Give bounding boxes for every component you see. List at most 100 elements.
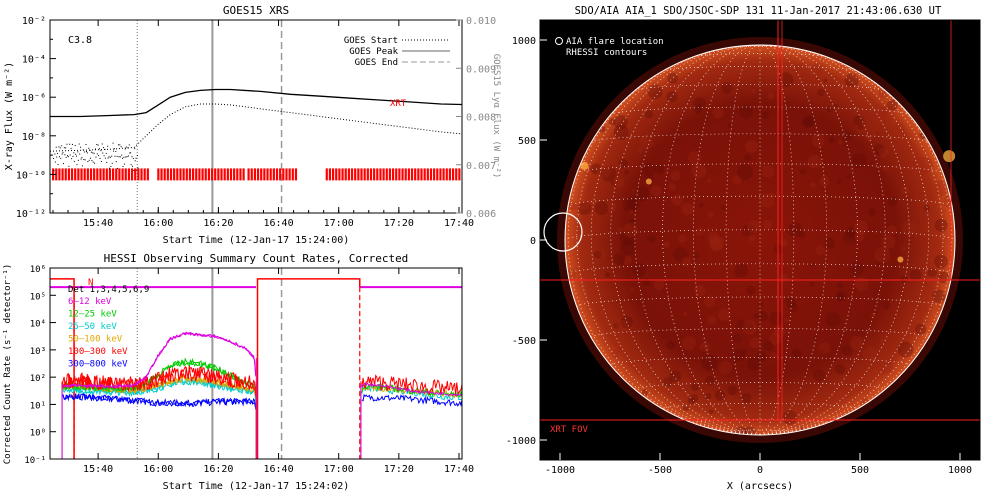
goes-title: GOES15 XRS	[223, 4, 289, 17]
goes-ytick-label-2: 10⁻⁸	[22, 132, 46, 143]
hessi-red-bracket-night	[256, 278, 361, 459]
goes-xrt-label: XRT	[390, 99, 407, 109]
hessi-panel: HESSI Observing Summary Count Rates, Cor…	[3, 252, 474, 492]
hessi-legend-band-1: 12–25 keV	[68, 310, 117, 320]
hessi-ytick-label-4: 10³	[30, 347, 46, 357]
hessi-ytick-label-6: 10⁵	[30, 292, 46, 302]
hessi-n-label: N	[88, 278, 93, 288]
hessi-ytick-label-1: 10⁰	[30, 429, 46, 439]
hessi-axes-frame	[49, 267, 463, 460]
hessi-xtick-label-2: 16:20	[203, 464, 233, 475]
goes-y2tick-label-0: 0.006	[466, 209, 496, 220]
sdo-ytick-label-2: 0	[530, 236, 536, 247]
sdo-panel: SDO/AIA AIA_1 SDO/JSOC-SDP 131 11-Jan-20…	[506, 5, 981, 492]
sdo-xtick-label-3: 500	[851, 465, 869, 476]
goes-legend-peak: GOES Peak	[349, 47, 398, 57]
goes-red-bar-segment-3	[325, 168, 461, 181]
goes-ytick-label-0: 10⁻¹²	[16, 209, 46, 220]
goes-xlabel: Start Time (12-Jan-17 15:24:00)	[163, 235, 350, 246]
sdo-xlabel: X (arcsecs)	[727, 481, 793, 492]
goes-class-label: C3.8	[68, 35, 92, 46]
sun-bright-spot-3	[897, 256, 904, 263]
goes-y2tick-label-1: 0.007	[466, 161, 496, 172]
goes-xtick-label-6: 17:40	[444, 218, 474, 229]
hessi-ytick-label-5: 10⁴	[30, 320, 46, 330]
goes-ylabel: X-ray Flux (W m⁻²)	[4, 62, 15, 170]
goes-y2tick-label-2: 0.008	[466, 113, 496, 124]
hessi-legend-band-0: 6–12 keV	[68, 297, 112, 307]
hessi-series-5-before-night	[61, 393, 257, 409]
sun-heliographic-grid	[565, 45, 955, 435]
hessi-series-4-after-night	[361, 374, 462, 396]
goes-xtick-label-5: 17:20	[384, 218, 414, 229]
goes-ytick-label-3: 10⁻⁶	[22, 93, 46, 104]
hessi-series-4-before-night	[61, 365, 257, 392]
sdo-xtick-label-2: 0	[757, 465, 763, 476]
sdo-title: SDO/AIA AIA_1 SDO/JSOC-SDP 131 11-Jan-20…	[575, 5, 942, 17]
hessi-ytick-label-2: 10¹	[30, 401, 46, 411]
goes-xtick-label-1: 16:00	[143, 218, 173, 229]
flare-location-circle	[543, 212, 583, 252]
goes-legend: GOES Start GOES Peak GOES End	[344, 36, 450, 68]
goes-series-0	[50, 88, 462, 118]
hessi-series-0-before-night	[61, 331, 257, 389]
sdo-xrt-fov-label: XRT FOV	[550, 425, 589, 435]
goes-xtick-label-4: 17:00	[324, 218, 354, 229]
hessi-legend-band-2: 25–50 keV	[68, 322, 117, 332]
hessi-xtick-label-1: 16:00	[143, 464, 173, 475]
sdo-legend-aia: AIA flare location	[566, 37, 664, 47]
hessi-xtick-label-3: 16:40	[264, 464, 294, 475]
goes-red-bar-segment-2	[247, 168, 298, 181]
goes-xtick-label-0: 15:40	[83, 218, 113, 229]
goes-preflare-noise	[53, 142, 139, 172]
hessi-ylabel: Corrected Count Rate (s⁻¹ detector⁻¹)	[3, 264, 13, 464]
sun-disk	[565, 45, 955, 435]
hessi-xtick-label-6: 17:40	[444, 464, 474, 475]
hessi-det-label: Det 1,3,4,5,6,9	[68, 285, 149, 295]
goes-ytick-label-5: 10⁻²	[22, 16, 46, 27]
sdo-ytick-label-0: -1000	[506, 436, 536, 447]
goes-legend-end: GOES End	[355, 58, 398, 68]
sdo-xtick-label-4: 1000	[948, 465, 972, 476]
goes-axes-frame	[49, 19, 463, 214]
hessi-xtick-label-0: 15:40	[83, 464, 113, 475]
goes-y2tick-label-3: 0.009	[466, 64, 496, 75]
sdo-legend: AIA flare location RHESSI contours	[555, 37, 664, 58]
hessi-ytick-label-0: 10⁻¹	[24, 456, 46, 466]
hessi-legend-band-4: 100–300 keV	[68, 347, 128, 357]
goes-y2label: GOES15 Lyα Flux (W m⁻²)	[491, 54, 501, 179]
sdo-ytick-label-3: 500	[518, 136, 536, 147]
sdo-xtick-label-1: -500	[648, 465, 672, 476]
sun-bright-spot-0	[943, 150, 956, 163]
hessi-xtick-label-4: 17:00	[324, 464, 354, 475]
hessi-series-5-after-night	[361, 393, 462, 408]
sun-bright-spot-2	[645, 178, 652, 185]
hessi-legend-band-3: 50–100 keV	[68, 335, 123, 345]
hessi-ytick-label-3: 10²	[30, 374, 46, 384]
hessi-legend-band-5: 300–800 keV	[68, 360, 128, 370]
hessi-xtick-label-5: 17:20	[384, 464, 414, 475]
hessi-legend: 6–12 keV 12–25 keV 25–50 keV 50–100 keV 100–…	[68, 297, 128, 370]
sdo-ytick-label-4: 1000	[512, 36, 536, 47]
sun-limb	[564, 44, 956, 436]
goes-ytick-label-1: 10⁻¹⁰	[16, 170, 46, 181]
goes-ytick-label-4: 10⁻⁴	[22, 55, 46, 66]
hessi-ytick-label-7: 10⁶	[30, 265, 46, 275]
sdo-legend-rhessi: RHESSI contours	[566, 48, 647, 58]
goes-panel: GOES15 XRS 15:40 16:00 16:20 16:40 17:00 17:2…	[4, 4, 501, 246]
goes-legend-start: GOES Start	[344, 36, 398, 46]
goes-red-bar-segment-0	[52, 168, 149, 181]
goes-y2tick-label-4: 0.010	[466, 16, 496, 27]
sun-bright-spot-1	[580, 161, 589, 170]
goes-series-1	[50, 103, 462, 152]
hessi-series-0-after-night	[361, 382, 462, 397]
sdo-xtick-label-0: -1000	[545, 465, 575, 476]
sdo-legend-circle-icon	[555, 37, 563, 45]
hessi-title: HESSI Observing Summary Count Rates, Cor…	[104, 252, 409, 265]
goes-red-bar-segment-1	[157, 168, 245, 181]
sdo-ytick-label-1: -500	[512, 336, 536, 347]
hessi-xlabel: Start Time (12-Jan-17 15:24:02)	[163, 481, 350, 492]
goes-xtick-label-3: 16:40	[264, 218, 294, 229]
goes-xtick-label-2: 16:20	[203, 218, 233, 229]
